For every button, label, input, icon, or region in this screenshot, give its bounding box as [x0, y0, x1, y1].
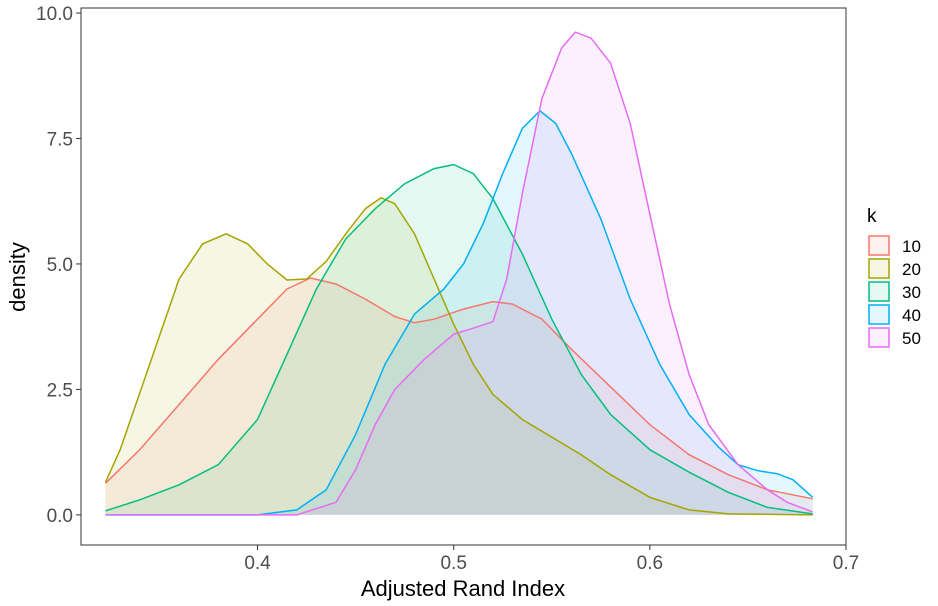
- x-tick-label: 0.6: [637, 553, 663, 574]
- y-tick-label: 0.0: [47, 506, 73, 527]
- density-lines: [104, 31, 814, 516]
- density-area-k30: [105, 164, 813, 515]
- y-axis-title: density: [5, 242, 30, 312]
- density-line-k20: [104, 196, 813, 516]
- x-axis-ticks: 0.4 0.5 0.6 0.7: [244, 545, 859, 574]
- density-line-k30: [105, 163, 813, 515]
- legend-label-k40: 40: [902, 306, 921, 325]
- legend-key-k30: [868, 281, 890, 302]
- density-line-k50: [105, 31, 813, 516]
- legend-key-k20: [868, 258, 890, 279]
- plot-panel: [80, 7, 847, 546]
- legend-key-k40: [868, 304, 890, 325]
- legend-label-k30: 30: [902, 283, 921, 302]
- legend-key-k50: [868, 327, 890, 348]
- y-tick-label: 7.5: [47, 129, 73, 150]
- density-area-k40: [105, 110, 813, 515]
- legend-title: k: [867, 206, 877, 227]
- legend: k 10 20 30 40 50: [867, 206, 921, 348]
- legend-key-k10: [868, 235, 890, 256]
- y-tick-label: 5.0: [47, 255, 73, 276]
- legend-label-k20: 20: [902, 260, 921, 279]
- y-tick-label: 2.5: [47, 380, 73, 401]
- x-tick-label: 0.4: [244, 553, 271, 574]
- density-line-k10: [104, 277, 813, 500]
- x-tick-label: 0.5: [440, 553, 466, 574]
- y-tick-label: 10.0: [36, 4, 73, 25]
- y-axis-ticks: 0.0 2.5 5.0 7.5 10.0: [36, 4, 81, 527]
- legend-label-k10: 10: [902, 237, 921, 256]
- density-area-k10: [105, 278, 813, 515]
- x-axis-title: Adjusted Rand Index: [361, 576, 565, 601]
- x-tick-label: 0.7: [833, 553, 859, 574]
- legend-label-k50: 50: [902, 329, 921, 348]
